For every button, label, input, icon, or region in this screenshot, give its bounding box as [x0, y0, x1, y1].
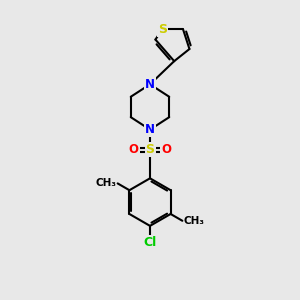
Text: S: S	[146, 143, 154, 157]
Text: O: O	[129, 143, 139, 157]
Text: N: N	[145, 78, 155, 91]
Text: N: N	[145, 123, 155, 136]
Text: Cl: Cl	[143, 236, 157, 249]
Text: O: O	[161, 143, 171, 157]
Text: CH₃: CH₃	[95, 178, 116, 188]
Text: S: S	[158, 23, 167, 36]
Text: CH₃: CH₃	[184, 216, 205, 226]
